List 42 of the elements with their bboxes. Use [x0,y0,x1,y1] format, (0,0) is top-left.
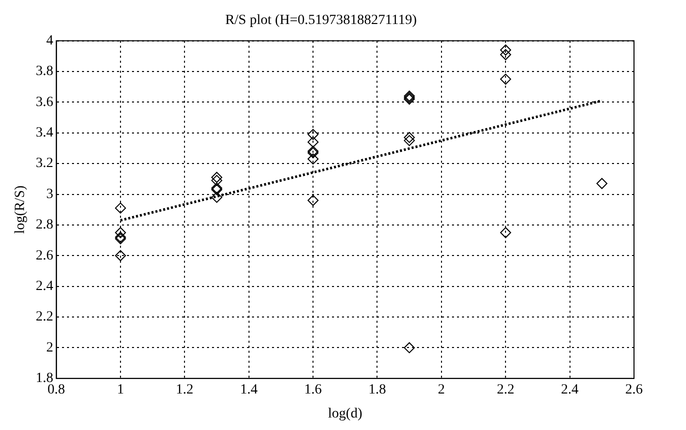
point [500,44,512,56]
point [500,227,512,238]
y-tick-label: 2.4 [36,279,54,294]
point [308,128,319,140]
x-tick-label: 1.2 [176,382,194,398]
y-tick-label: 3.2 [36,156,54,172]
point [211,172,222,183]
x-tick-label: 1 [116,382,124,398]
y-tick-label: 3.8 [36,64,54,80]
y-tick-label: 3.4 [36,126,54,141]
x-tick-label: 1.6 [304,382,322,398]
point [211,174,222,186]
y-tick-label: 3.6 [36,94,54,110]
x-tick-label: 1.4 [240,382,258,398]
y-tick-label: 2.6 [36,248,54,264]
x-tick-label: 0.8 [48,382,66,398]
y-tick-label: 2 [46,340,54,356]
y-tick-label: 4 [46,33,54,48]
x-tick-label: 2 [438,382,445,398]
point [308,153,319,164]
point [500,49,512,60]
point [114,227,126,238]
y-axis-title: log(R/S) [13,185,28,234]
x-axis-title: log(d) [328,406,363,422]
y-tick-label: 3 [46,186,54,202]
point [308,136,319,148]
point [404,342,415,354]
point [404,132,415,143]
point [596,178,608,190]
point [500,74,512,85]
point [308,194,319,206]
x-tick-label: 2.6 [625,382,643,398]
y-tick-label: 2.8 [36,218,54,233]
x-tick-label: 1.8 [368,382,386,398]
point [211,192,222,203]
y-tick-label: 2.2 [36,310,54,325]
chart-title: R/S plot (H=0.519738188271119) [225,13,418,28]
point [404,135,415,146]
point [114,250,126,262]
x-tick-label: 2.2 [496,382,514,398]
x-tick-label: 2.4 [561,382,579,398]
point [114,202,126,214]
